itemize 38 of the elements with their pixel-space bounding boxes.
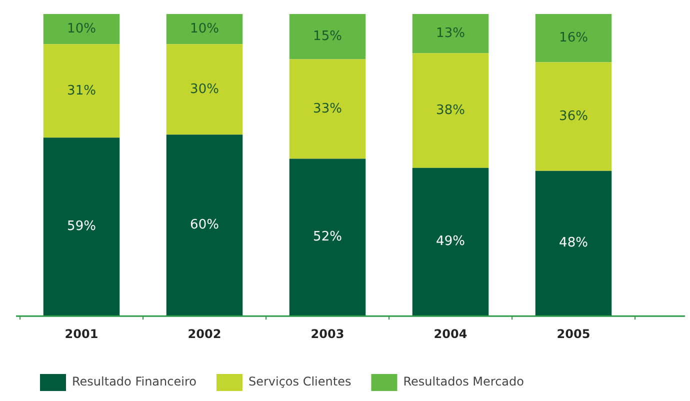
- data-label: 33%: [313, 101, 342, 116]
- data-label: 13%: [436, 26, 465, 41]
- data-label: 52%: [313, 230, 342, 245]
- legend-label: Resultado Financeiro: [72, 374, 196, 389]
- data-label: 59%: [67, 219, 96, 234]
- bar: [289, 14, 366, 60]
- legend-label: Resultados Mercado: [403, 374, 524, 389]
- bar: [166, 44, 243, 135]
- data-label: 15%: [313, 28, 342, 44]
- x-tick-label: 2002: [188, 326, 222, 341]
- bar: [43, 138, 120, 316]
- bar: [535, 170, 612, 316]
- bar: [412, 53, 489, 168]
- bar: [412, 14, 489, 54]
- x-tick-label: 2004: [434, 326, 468, 341]
- bar: [289, 158, 366, 316]
- bar: [535, 14, 612, 62]
- data-label: 31%: [67, 83, 96, 98]
- data-label: 48%: [559, 236, 588, 251]
- legend-label: Serviços Clientes: [248, 374, 352, 389]
- x-tick-label: 2003: [310, 326, 344, 341]
- bar: [166, 14, 243, 44]
- data-label: 30%: [190, 82, 219, 97]
- data-label: 10%: [67, 21, 96, 36]
- bar: [289, 59, 366, 159]
- data-label: 10%: [190, 21, 219, 36]
- data-label: 36%: [559, 108, 588, 124]
- bar: [535, 62, 612, 171]
- data-label: 16%: [559, 30, 588, 46]
- x-tick-label: 2001: [64, 326, 98, 341]
- bar: [43, 14, 120, 44]
- bar: [166, 134, 243, 316]
- data-label: 38%: [436, 102, 465, 118]
- bar: [43, 44, 120, 138]
- data-label: 49%: [436, 234, 465, 250]
- bar: [412, 168, 489, 316]
- data-label: 60%: [190, 217, 219, 232]
- x-tick-label: 2005: [556, 326, 590, 341]
